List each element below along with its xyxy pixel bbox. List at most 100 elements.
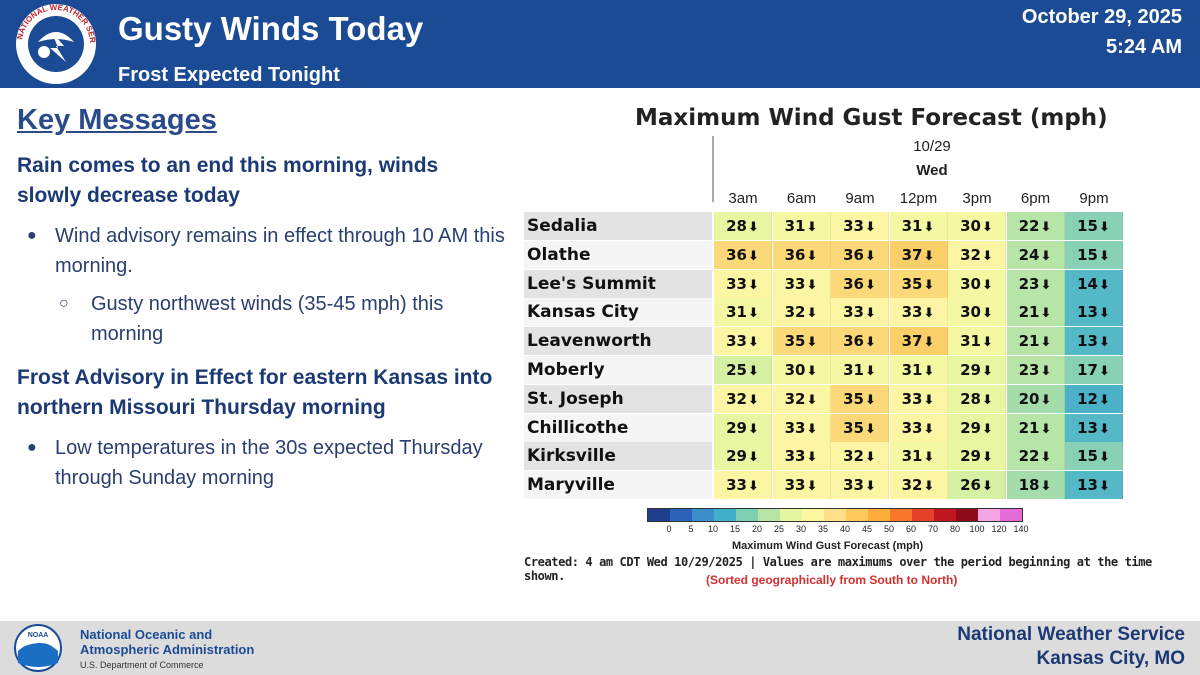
wind-direction-arrow-icon: ⬇ <box>747 392 759 408</box>
wind-direction-arrow-icon: ⬇ <box>1040 392 1052 408</box>
noaa-logo: NOAA <box>14 624 62 672</box>
location-label: Olathe <box>524 240 712 269</box>
bullet-low-temps: ● Low temperatures in the 30s expected T… <box>17 433 507 493</box>
gust-value-cell: 13⬇ <box>1065 298 1123 327</box>
wind-direction-arrow-icon: ⬇ <box>747 306 759 322</box>
key-messages-title: Key Messages <box>17 104 217 136</box>
gust-value-cell: 31⬇ <box>948 327 1006 356</box>
wind-direction-arrow-icon: ⬇ <box>1098 306 1110 322</box>
wind-direction-arrow-icon: ⬇ <box>923 450 935 466</box>
table-row: Moberly 25⬇ 30⬇ 31⬇ 31⬇ 29⬇ 23⬇ 17⬇ <box>524 356 1126 384</box>
gust-value-cell: 33⬇ <box>772 413 831 442</box>
wind-direction-arrow-icon: ⬇ <box>1040 248 1052 264</box>
gust-value-cell: 32⬇ <box>948 240 1006 269</box>
gust-value-cell: 33⬇ <box>714 269 772 298</box>
location-label: Maryville <box>524 471 712 500</box>
wind-direction-arrow-icon: ⬇ <box>1098 277 1110 293</box>
header-bar: NATIONAL WEATHER SERVICE Gusty Winds Tod… <box>0 0 1200 88</box>
wind-direction-arrow-icon: ⬇ <box>1040 450 1052 466</box>
wind-direction-arrow-icon: ⬇ <box>981 421 993 437</box>
gust-value-cell: 29⬇ <box>948 413 1006 442</box>
colorbar <box>647 508 1023 522</box>
wind-direction-arrow-icon: ⬇ <box>981 248 993 264</box>
noaa-name-line2: Atmospheric Administration <box>80 642 255 657</box>
colorbar-tick-label: 50 <box>883 524 895 534</box>
colorbar-swatch <box>692 509 714 521</box>
wind-direction-arrow-icon: ⬇ <box>981 392 993 408</box>
table-row: Kirksville 29⬇ 33⬇ 32⬇ 31⬇ 29⬇ 22⬇ 15⬇ <box>524 442 1126 471</box>
wind-direction-arrow-icon: ⬇ <box>981 277 993 293</box>
wind-direction-arrow-icon: ⬇ <box>1040 306 1052 322</box>
wind-direction-arrow-icon: ⬇ <box>806 277 818 293</box>
colorbar-swatch <box>758 509 780 521</box>
gust-value-cell: 13⬇ <box>1065 413 1123 442</box>
wind-direction-arrow-icon: ⬇ <box>1098 392 1110 408</box>
header-time: 5:24 AM <box>1106 36 1182 58</box>
location-label: Leavenworth <box>524 327 712 356</box>
gust-value-cell: 32⬇ <box>889 471 948 500</box>
wind-direction-arrow-icon: ⬇ <box>806 306 818 322</box>
wind-direction-arrow-icon: ⬇ <box>923 277 935 293</box>
colorbar-swatch <box>890 509 912 521</box>
wind-direction-arrow-icon: ⬇ <box>923 248 935 264</box>
wind-direction-arrow-icon: ⬇ <box>923 306 935 322</box>
colorbar-tick-label: 120 <box>991 524 1007 534</box>
gust-value-cell: 31⬇ <box>714 298 772 327</box>
column-header: 3pm <box>962 190 992 207</box>
footer-bar: NOAA National Oceanic and Atmospheric Ad… <box>0 621 1200 675</box>
gust-value-cell: 32⬇ <box>714 384 772 413</box>
gust-value-cell: 30⬇ <box>948 212 1006 240</box>
gust-value-cell: 35⬇ <box>831 384 889 413</box>
colorbar-swatch <box>780 509 802 521</box>
gust-value-cell: 36⬇ <box>714 240 772 269</box>
wind-direction-arrow-icon: ⬇ <box>864 248 876 264</box>
chart-day: Wed <box>916 162 948 179</box>
gust-value-cell: 13⬇ <box>1065 471 1123 500</box>
location-label: Lee's Summit <box>524 269 712 298</box>
wind-direction-arrow-icon: ⬇ <box>1098 421 1110 437</box>
table-row: Olathe 36⬇ 36⬇ 36⬇ 37⬇ 32⬇ 24⬇ 15⬇ <box>524 240 1126 269</box>
wind-direction-arrow-icon: ⬇ <box>806 392 818 408</box>
wind-direction-arrow-icon: ⬇ <box>864 335 876 351</box>
chart-date: 10/29 <box>913 138 951 155</box>
header-date: October 29, 2025 <box>1021 6 1182 28</box>
sub-bullet-text: Gusty northwest winds (35-45 mph) this m… <box>91 293 444 345</box>
gust-value-cell: 33⬇ <box>772 442 831 471</box>
gust-value-cell: 37⬇ <box>889 240 948 269</box>
gust-value-cell: 35⬇ <box>831 413 889 442</box>
wind-direction-arrow-icon: ⬇ <box>864 220 876 235</box>
gust-value-cell: 36⬇ <box>772 240 831 269</box>
column-header: 3am <box>728 190 758 207</box>
colorbar-swatch <box>934 509 956 521</box>
colorbar-swatch <box>846 509 868 521</box>
gust-value-cell: 12⬇ <box>1065 384 1123 413</box>
gust-value-cell: 33⬇ <box>714 327 772 356</box>
colorbar-swatch <box>736 509 758 521</box>
colorbar-swatch <box>956 509 978 521</box>
wind-gust-table-chart: Maximum Wind Gust Forecast (mph) 10/29 W… <box>522 100 1182 605</box>
location-label: Chillicothe <box>524 413 712 442</box>
gust-value-cell: 29⬇ <box>714 413 772 442</box>
bullet-dot-icon: ● <box>27 439 37 456</box>
gust-value-cell: 31⬇ <box>831 356 889 384</box>
colorbar-tick-label: 10 <box>707 524 719 534</box>
colorbar-tick-label: 40 <box>839 524 851 534</box>
table-row: Sedalia 28⬇ 31⬇ 33⬇ 31⬇ 30⬇ 22⬇ 15⬇ <box>524 212 1126 240</box>
gust-value-cell: 33⬇ <box>831 212 889 240</box>
wind-direction-arrow-icon: ⬇ <box>864 421 876 437</box>
colorbar-swatch <box>648 509 670 521</box>
created-note: Created: 4 am CDT Wed 10/29/2025 | Value… <box>524 555 1152 583</box>
noaa-name: National Oceanic and Atmospheric Adminis… <box>80 627 254 657</box>
wind-direction-arrow-icon: ⬇ <box>923 479 935 495</box>
gust-value-cell: 21⬇ <box>1006 327 1065 356</box>
colorbar-tick-label: 70 <box>927 524 939 534</box>
wind-direction-arrow-icon: ⬇ <box>747 248 759 264</box>
gust-value-cell: 15⬇ <box>1065 212 1123 240</box>
gust-value-cell: 21⬇ <box>1006 413 1065 442</box>
wind-direction-arrow-icon: ⬇ <box>1098 479 1110 495</box>
gust-value-cell: 15⬇ <box>1065 240 1123 269</box>
office-location: Kansas City, MO <box>1036 648 1185 669</box>
gust-value-cell: 33⬇ <box>831 298 889 327</box>
gust-value-cell: 31⬇ <box>889 442 948 471</box>
colorbar-label: Maximum Wind Gust Forecast (mph) <box>732 540 924 552</box>
